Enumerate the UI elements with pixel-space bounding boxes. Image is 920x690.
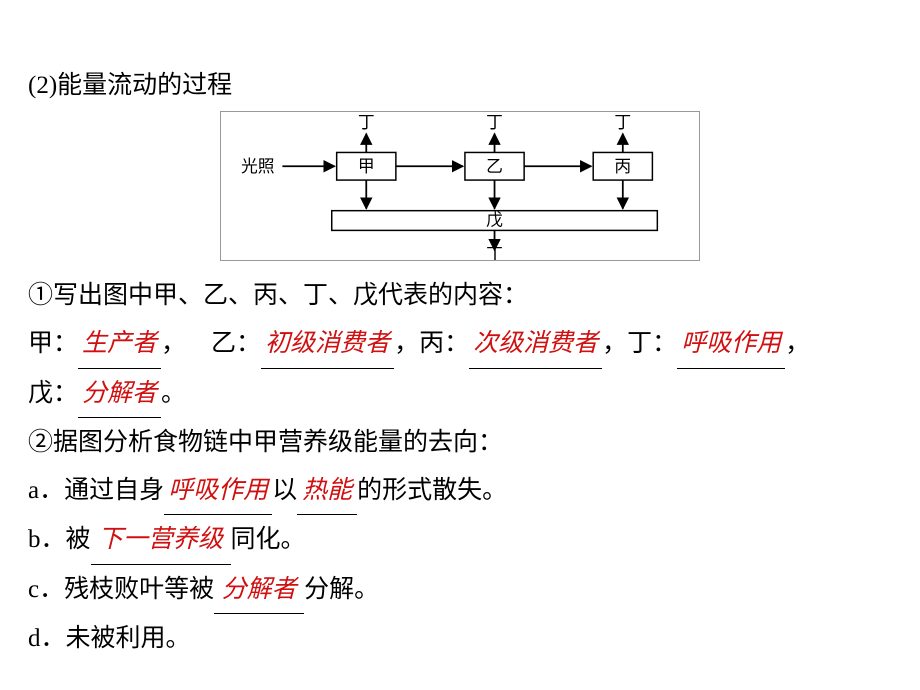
diagram-container: 光照甲乙丙戊丁丁丁丁 bbox=[28, 111, 892, 261]
c-pre: c．残枝败叶等被 bbox=[28, 576, 214, 603]
q2-a: a．通过自身呼吸作用以热能的形式散失。 bbox=[28, 468, 892, 515]
b-post: 同化。 bbox=[231, 526, 306, 553]
section-title: (2)能量流动的过程 bbox=[28, 65, 892, 101]
q2-prompt: ②据图分析食物链中甲营养级能量的去向： bbox=[28, 420, 892, 466]
c-ans: 分解者 bbox=[214, 567, 304, 614]
ding-answer: 呼吸作用 bbox=[677, 321, 785, 368]
jia-label: 甲： bbox=[28, 330, 78, 357]
svg-text:甲: 甲 bbox=[358, 157, 375, 176]
b-ans: 下一营养级 bbox=[91, 517, 231, 564]
a-pre: a．通过自身 bbox=[28, 477, 164, 504]
a-mid: 以 bbox=[272, 477, 297, 504]
q2-c: c．残枝败叶等被分解者分解。 bbox=[28, 567, 892, 614]
svg-text:丁: 丁 bbox=[486, 245, 503, 261]
q1-line2: 戊：分解者。 bbox=[28, 371, 892, 418]
yi-answer: 初级消费者 bbox=[261, 321, 394, 368]
wu-label: 戊： bbox=[28, 380, 78, 407]
q2-b: b．被下一营养级同化。 bbox=[28, 517, 892, 564]
q1-prompt: ①写出图中甲、乙、丙、丁、戊代表的内容： bbox=[28, 273, 892, 319]
svg-text:丁: 丁 bbox=[614, 113, 631, 132]
sep2: ，丙： bbox=[394, 330, 469, 357]
b-pre: b．被 bbox=[28, 526, 91, 553]
svg-text:戊: 戊 bbox=[486, 210, 503, 229]
a-post: 的形式散失。 bbox=[357, 477, 507, 504]
sep4: ， bbox=[785, 330, 810, 357]
wu-tail: 。 bbox=[161, 380, 186, 407]
a-ans2: 热能 bbox=[297, 468, 357, 515]
svg-text:丁: 丁 bbox=[486, 113, 503, 132]
q2-d: d．未被利用。 bbox=[28, 616, 892, 662]
energy-flow-diagram: 光照甲乙丙戊丁丁丁丁 bbox=[220, 111, 700, 261]
q1-line1: 甲：生产者， 乙：初级消费者，丙：次级消费者，丁：呼吸作用， bbox=[28, 321, 892, 368]
svg-text:光照: 光照 bbox=[241, 157, 275, 176]
wu-answer: 分解者 bbox=[78, 371, 161, 418]
svg-text:丁: 丁 bbox=[358, 113, 375, 132]
c-post: 分解。 bbox=[304, 576, 379, 603]
content-body: ①写出图中甲、乙、丙、丁、戊代表的内容： 甲：生产者， 乙：初级消费者，丙：次级… bbox=[28, 273, 892, 662]
bing-answer: 次级消费者 bbox=[469, 321, 602, 368]
svg-text:丙: 丙 bbox=[614, 157, 631, 176]
sep1: ， 乙： bbox=[161, 330, 261, 357]
sep3: ，丁： bbox=[602, 330, 677, 357]
svg-text:乙: 乙 bbox=[486, 157, 503, 176]
a-ans1: 呼吸作用 bbox=[164, 468, 272, 515]
jia-answer: 生产者 bbox=[78, 321, 161, 368]
